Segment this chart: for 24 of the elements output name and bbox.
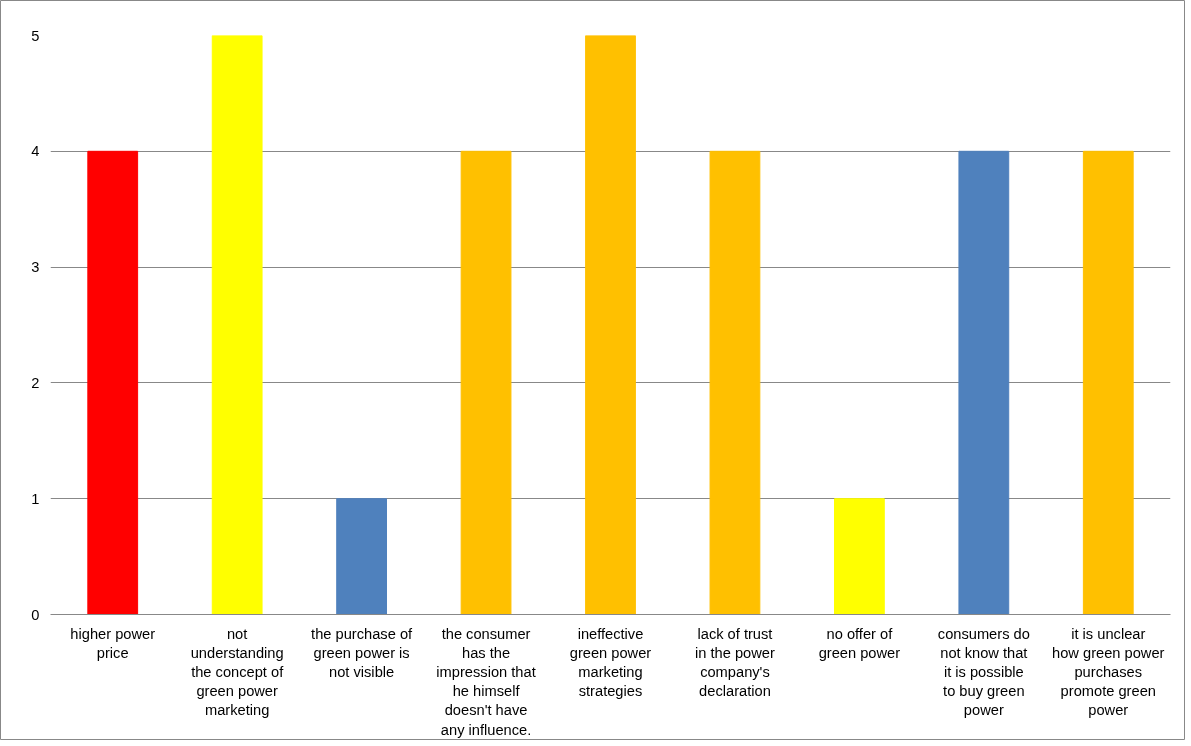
y-tick-label: 4	[31, 143, 40, 160]
x-tick-label: lack of trust in the power company's declaration	[695, 625, 775, 700]
bar	[958, 150, 1010, 615]
bar	[211, 35, 263, 615]
y-tick-label: 0	[31, 606, 40, 623]
x-tick-label: consumers do not know that it is possible to buy green power	[937, 625, 1030, 719]
x-tick-label: no offer of green power	[818, 625, 901, 661]
x-tick-label: the purchase of green power is not visible	[311, 625, 414, 680]
y-tick-label: 5	[31, 27, 40, 44]
y-tick-label: 3	[31, 259, 40, 276]
x-tick-label: ineffective green power marketing strategies	[569, 625, 652, 700]
bar	[87, 150, 139, 615]
y-tick-label: 1	[31, 490, 40, 507]
x-tick-label: the consumer has the impression that he himself doesn't have any influence.	[436, 625, 536, 738]
x-tick-label: not understanding the concept of green power marketing	[190, 625, 285, 719]
bar	[1082, 150, 1134, 615]
bar	[336, 498, 387, 615]
bar	[709, 150, 761, 615]
x-tick-label: higher power price	[70, 625, 156, 661]
bar	[834, 498, 885, 615]
y-tick-label: 2	[31, 374, 40, 391]
bar	[585, 35, 636, 615]
bar	[460, 150, 512, 615]
x-tick-label: it is unclear how green power purchases promote green power	[1052, 625, 1165, 719]
